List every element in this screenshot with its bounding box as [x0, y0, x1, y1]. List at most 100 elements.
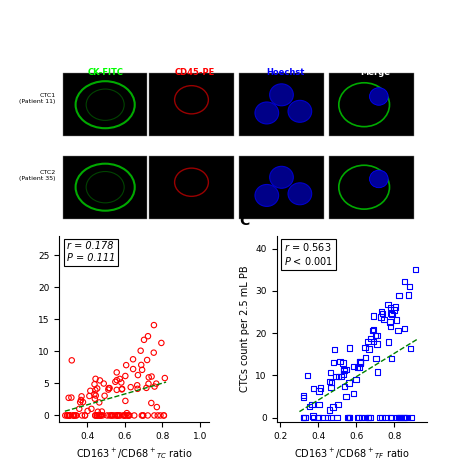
Point	[365, 414, 373, 421]
Point	[95, 399, 103, 406]
Point	[403, 414, 411, 421]
Point	[394, 414, 402, 421]
Point	[151, 383, 158, 391]
Point	[148, 373, 155, 380]
Point	[65, 411, 73, 419]
Point	[114, 411, 121, 419]
Point	[326, 406, 333, 414]
Point	[79, 398, 87, 406]
Point	[382, 414, 390, 421]
Point	[104, 251, 112, 259]
Point	[100, 380, 108, 387]
Point	[387, 304, 394, 311]
Point	[356, 363, 363, 371]
Bar	[239, 156, 324, 219]
Point	[129, 365, 137, 373]
Point	[365, 345, 373, 353]
Point	[138, 411, 146, 419]
Point	[406, 283, 413, 291]
Point	[386, 323, 394, 330]
Point	[93, 385, 101, 392]
Point	[366, 414, 374, 421]
Point	[91, 395, 99, 402]
Point	[373, 340, 381, 348]
Point	[364, 337, 372, 345]
Point	[75, 405, 83, 412]
Point	[73, 411, 80, 419]
Point	[103, 411, 111, 419]
Point	[300, 414, 308, 421]
Point	[336, 358, 344, 365]
Point	[68, 356, 75, 364]
Point	[98, 408, 106, 415]
Point	[356, 358, 364, 366]
Point	[108, 411, 116, 419]
Point	[81, 411, 89, 419]
Point	[346, 414, 354, 421]
Point	[77, 396, 85, 404]
Point	[346, 414, 353, 421]
Point	[358, 414, 365, 421]
Point	[401, 414, 408, 421]
Point	[373, 331, 381, 339]
Point	[134, 385, 141, 392]
Point	[117, 411, 124, 419]
Point	[397, 414, 404, 421]
Point	[99, 411, 107, 419]
Point	[314, 414, 322, 421]
Point	[300, 392, 308, 400]
Point	[92, 375, 100, 383]
Point	[126, 411, 133, 419]
Point	[130, 411, 138, 419]
Point	[354, 364, 361, 371]
Point	[139, 411, 147, 419]
Point	[145, 374, 153, 381]
Point	[332, 373, 340, 381]
Point	[95, 411, 103, 419]
Point	[372, 355, 380, 362]
Point	[317, 384, 324, 392]
Point	[369, 327, 376, 334]
Text: CK-FITC: CK-FITC	[87, 68, 123, 77]
Ellipse shape	[288, 100, 312, 122]
Point	[65, 394, 73, 401]
Point	[346, 379, 353, 387]
Point	[114, 411, 121, 419]
Point	[92, 392, 100, 399]
Point	[310, 412, 317, 419]
Y-axis label: CTCs count per 2.5 mL PB: CTCs count per 2.5 mL PB	[240, 265, 250, 392]
Text: C: C	[239, 214, 249, 228]
Point	[93, 411, 100, 419]
Point	[140, 336, 148, 344]
Point	[362, 354, 369, 361]
Point	[401, 414, 409, 421]
Bar	[239, 73, 324, 136]
Point	[399, 414, 407, 421]
Point	[367, 335, 375, 342]
Point	[370, 338, 377, 346]
Point	[115, 411, 123, 419]
Ellipse shape	[255, 102, 279, 124]
Point	[133, 382, 141, 389]
Point	[161, 374, 169, 382]
Point	[404, 291, 412, 299]
Point	[372, 332, 379, 339]
Point	[388, 355, 395, 362]
Point	[396, 414, 403, 421]
Point	[87, 387, 94, 394]
Point	[387, 310, 395, 318]
Point	[121, 372, 129, 380]
Point	[84, 407, 91, 415]
Point	[369, 326, 377, 334]
Point	[374, 368, 382, 376]
Point	[66, 411, 73, 419]
Point	[315, 414, 322, 421]
Bar	[329, 156, 414, 219]
Point	[81, 411, 89, 419]
Point	[70, 411, 78, 419]
Point	[125, 411, 133, 419]
Point	[86, 392, 93, 400]
Point	[97, 411, 105, 419]
Point	[327, 368, 334, 376]
Point	[330, 359, 337, 366]
